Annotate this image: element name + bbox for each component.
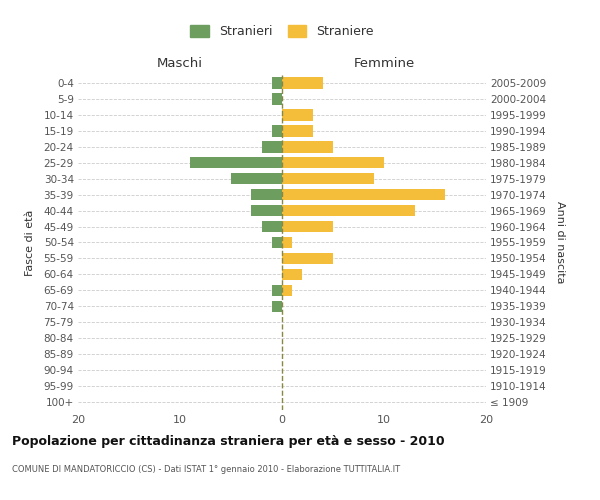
Bar <box>272 77 282 88</box>
Bar <box>251 205 282 216</box>
Bar <box>272 300 282 312</box>
Bar <box>282 77 323 88</box>
Bar <box>282 141 333 152</box>
Text: Popolazione per cittadinanza straniera per età e sesso - 2010: Popolazione per cittadinanza straniera p… <box>12 435 445 448</box>
Bar <box>262 221 282 232</box>
Bar <box>251 189 282 200</box>
Bar <box>282 173 374 184</box>
Bar <box>282 237 292 248</box>
Bar <box>272 125 282 136</box>
Bar <box>282 205 415 216</box>
Text: Femmine: Femmine <box>353 57 415 70</box>
Bar <box>272 284 282 296</box>
Bar <box>282 252 333 264</box>
Bar <box>190 157 282 168</box>
Bar <box>282 125 313 136</box>
Bar <box>272 93 282 104</box>
Bar <box>262 141 282 152</box>
Bar <box>282 157 384 168</box>
Text: COMUNE DI MANDATORICCIO (CS) - Dati ISTAT 1° gennaio 2010 - Elaborazione TUTTITA: COMUNE DI MANDATORICCIO (CS) - Dati ISTA… <box>12 465 400 474</box>
Text: Maschi: Maschi <box>157 57 203 70</box>
Bar <box>282 284 292 296</box>
Bar <box>282 268 302 280</box>
Bar <box>282 221 333 232</box>
Bar <box>231 173 282 184</box>
Legend: Stranieri, Straniere: Stranieri, Straniere <box>187 22 377 42</box>
Y-axis label: Anni di nascita: Anni di nascita <box>555 201 565 284</box>
Bar <box>282 189 445 200</box>
Bar <box>272 237 282 248</box>
Y-axis label: Fasce di età: Fasce di età <box>25 210 35 276</box>
Bar <box>282 109 313 120</box>
